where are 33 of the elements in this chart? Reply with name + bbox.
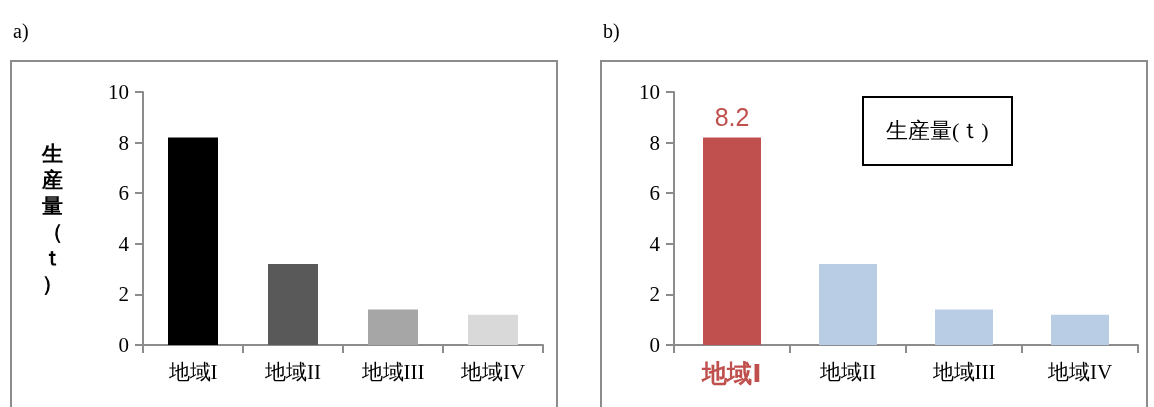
y-tick-label: 8 [649, 130, 660, 155]
chart-title: a) [13, 20, 29, 43]
y-tick-label: 6 [118, 181, 129, 206]
bar [168, 137, 218, 345]
y-tick-label: 0 [649, 333, 660, 357]
chart-title: b) [603, 20, 620, 43]
x-tick-label: 地域II [264, 359, 321, 384]
y-axis-title: 生産量（ｔ） [41, 141, 63, 296]
bar [468, 314, 518, 345]
y-tick-label: 2 [118, 282, 129, 307]
bar [703, 137, 761, 345]
x-tick-label: 地域I [167, 359, 218, 384]
x-tick-label: 地域III [931, 359, 996, 384]
data-label: 8.2 [714, 103, 750, 132]
label-box: 生産量(ｔ) [862, 96, 1013, 166]
bar [1051, 314, 1109, 345]
x-tick-label: 地域IV [1046, 359, 1113, 384]
y-tick-label: 0 [118, 333, 129, 357]
y-tick-label: 8 [118, 130, 129, 155]
bar [935, 309, 993, 345]
y-tick-label: 4 [649, 231, 661, 256]
bar [268, 264, 318, 345]
y-tick-label: 6 [649, 181, 660, 206]
y-tick-label: 2 [649, 282, 660, 307]
x-tick-label: 地域IV [459, 359, 526, 384]
y-tick-label: 10 [108, 80, 129, 104]
x-tick-label: 地域II [819, 359, 876, 384]
x-tick-label: 地域I [701, 359, 762, 388]
y-tick-label: 4 [118, 231, 130, 256]
bar [368, 309, 418, 345]
bar [819, 264, 877, 345]
y-tick-label: 10 [639, 80, 660, 104]
x-tick-label: 地域III [360, 359, 425, 384]
